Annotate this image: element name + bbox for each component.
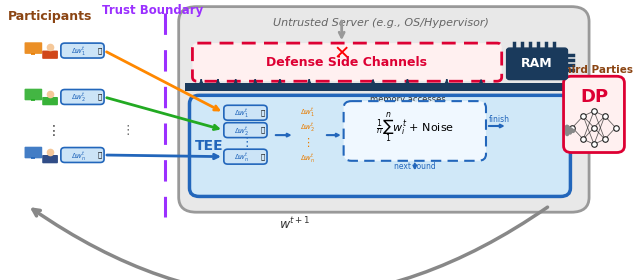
Text: memory accesses: memory accesses	[369, 95, 445, 104]
FancyBboxPatch shape	[61, 90, 104, 104]
FancyBboxPatch shape	[189, 95, 570, 197]
Bar	[31, 53, 35, 55]
FancyBboxPatch shape	[42, 155, 58, 163]
FancyBboxPatch shape	[24, 89, 42, 100]
Text: $\Delta w_2^t$: $\Delta w_2^t$	[234, 124, 250, 137]
Text: Trust Boundary: Trust Boundary	[102, 4, 203, 17]
Text: 🔒: 🔒	[98, 47, 102, 54]
Text: DP: DP	[580, 88, 608, 106]
Text: ⋮: ⋮	[240, 136, 253, 149]
Text: Untrusted Server (e.g., OS/Hypervisor): Untrusted Server (e.g., OS/Hypervisor)	[273, 18, 489, 28]
Bar	[31, 99, 35, 101]
Text: ⋮: ⋮	[122, 125, 134, 137]
Text: $\Delta w_2^t$: $\Delta w_2^t$	[72, 90, 86, 104]
FancyBboxPatch shape	[344, 101, 486, 161]
Text: $\Delta w_1^t$: $\Delta w_1^t$	[300, 105, 315, 118]
Text: $\Delta w_n^t$: $\Delta w_n^t$	[300, 151, 315, 164]
FancyBboxPatch shape	[24, 42, 42, 54]
Text: finish: finish	[489, 115, 510, 124]
Text: ⋮: ⋮	[301, 137, 313, 148]
Text: 🔒: 🔒	[261, 109, 265, 116]
FancyBboxPatch shape	[564, 76, 625, 153]
Text: ✕: ✕	[333, 45, 350, 64]
Text: Defense Side Channels: Defense Side Channels	[266, 56, 427, 69]
FancyBboxPatch shape	[42, 97, 58, 105]
FancyBboxPatch shape	[61, 43, 104, 58]
Text: ⋮: ⋮	[47, 124, 61, 138]
FancyBboxPatch shape	[61, 148, 104, 162]
Text: 🔒: 🔒	[261, 153, 265, 160]
Text: $\Delta w_1^t$: $\Delta w_1^t$	[72, 44, 86, 57]
FancyBboxPatch shape	[42, 51, 58, 59]
FancyBboxPatch shape	[24, 147, 42, 158]
FancyBboxPatch shape	[193, 43, 502, 81]
Text: 🔒: 🔒	[98, 94, 102, 100]
Text: TEE: TEE	[195, 139, 223, 153]
Text: $\Delta w_2^t$: $\Delta w_2^t$	[300, 120, 315, 133]
Text: $\Delta w_n^t$: $\Delta w_n^t$	[72, 148, 86, 162]
Text: $\Delta w_1^t$: $\Delta w_1^t$	[234, 106, 250, 119]
Bar	[184, 83, 572, 91]
Bar	[31, 157, 35, 159]
Text: $\Delta w_n^t$: $\Delta w_n^t$	[234, 150, 250, 163]
Text: 🔒: 🔒	[261, 127, 265, 134]
Text: next round: next round	[394, 162, 436, 171]
FancyBboxPatch shape	[224, 123, 267, 137]
FancyBboxPatch shape	[224, 105, 267, 120]
FancyBboxPatch shape	[224, 149, 267, 164]
Text: Third Parties: Third Parties	[557, 65, 633, 75]
FancyBboxPatch shape	[179, 7, 589, 212]
Text: 🔒: 🔒	[98, 152, 102, 158]
Text: Participants: Participants	[8, 10, 92, 23]
Text: RAM: RAM	[521, 57, 553, 70]
Text: $w^{t+1}$: $w^{t+1}$	[278, 216, 310, 232]
Text: $\frac{1}{n}\sum_{1}^{n}w_i^t$ + Noise: $\frac{1}{n}\sum_{1}^{n}w_i^t$ + Noise	[376, 110, 454, 145]
FancyBboxPatch shape	[507, 48, 568, 80]
